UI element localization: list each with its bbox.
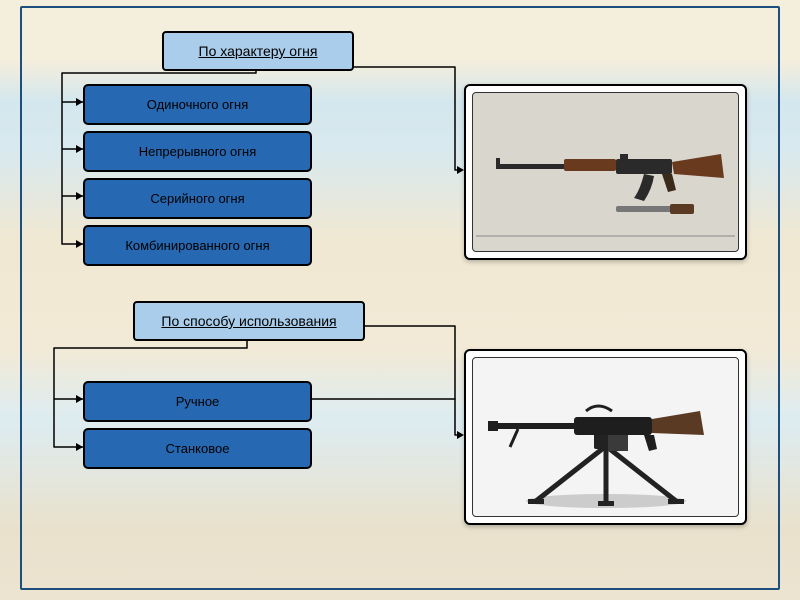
arrow-icon <box>76 145 83 153</box>
section2-item: Ручное <box>83 381 312 422</box>
item-label: Одиночного огня <box>147 97 248 112</box>
image-panel-mg <box>464 349 747 525</box>
image-panel-rifle <box>464 84 747 260</box>
item-label: Ручное <box>176 394 220 409</box>
arrow-icon <box>457 431 464 439</box>
section1-item: Серийного огня <box>83 178 312 219</box>
section1-header: По характеру огня <box>162 31 354 71</box>
section2-header: По способу использования <box>133 301 365 341</box>
arrow-icon <box>76 395 83 403</box>
section2-item: Станковое <box>83 428 312 469</box>
section1-item: Одиночного огня <box>83 84 312 125</box>
item-label: Серийного огня <box>150 191 244 206</box>
section1-item: Комбинированного огня <box>83 225 312 266</box>
section1-item: Непрерывного огня <box>83 131 312 172</box>
arrow-icon <box>76 240 83 248</box>
arrow-icon <box>457 166 464 174</box>
section1-header-text: По характеру огня <box>199 43 318 59</box>
item-label: Комбинированного огня <box>125 238 269 253</box>
section2-header-text: По способу использования <box>161 313 336 329</box>
item-label: Непрерывного огня <box>139 144 257 159</box>
item-label: Станковое <box>166 441 230 456</box>
mounted-mg-icon <box>466 351 745 523</box>
arrow-icon <box>76 443 83 451</box>
rifle-icon <box>466 86 745 258</box>
arrow-icon <box>76 192 83 200</box>
arrow-icon <box>76 98 83 106</box>
stage: По характеру огня Одиночного огня Непрер… <box>0 0 800 600</box>
